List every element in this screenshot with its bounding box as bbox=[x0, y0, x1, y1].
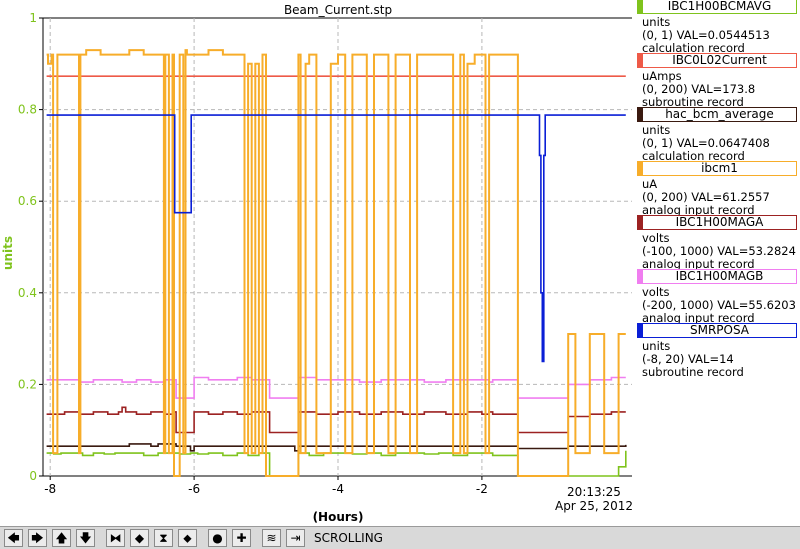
legend-entry-units: uAmps bbox=[642, 69, 682, 83]
legend-entry-record: subroutine record bbox=[642, 365, 744, 379]
x-tick-label: -8 bbox=[44, 482, 56, 496]
zoom-in-y-icon[interactable]: ⧗ bbox=[154, 529, 173, 547]
legend-entry[interactable]: IBC0L02Current uAmps (0, 200) VAL=173.8 sub… bbox=[635, 53, 800, 109]
legend-entry-value: (0, 1) VAL=0.0647408 bbox=[642, 136, 770, 150]
legend-entry-value: (-8, 20) VAL=14 bbox=[642, 352, 734, 366]
x-tick-label: -6 bbox=[188, 482, 200, 496]
legend-entry-name[interactable]: ibcm1 bbox=[637, 161, 797, 176]
legend-entry-record: calculation record bbox=[642, 41, 745, 55]
y-tick-label: 1 bbox=[29, 11, 37, 25]
series-line-hac-bcm-average bbox=[46, 443, 627, 452]
y-tick-label: 0.8 bbox=[18, 103, 37, 117]
legend-entry-units: volts bbox=[642, 285, 670, 299]
time-label: 20:13:25 bbox=[567, 485, 621, 499]
legend-entry-units: units bbox=[642, 123, 671, 137]
series-line-ibcm1 bbox=[46, 49, 626, 477]
y-tick-label: 0.2 bbox=[18, 377, 37, 391]
pan-up-icon[interactable]: 🡅 bbox=[52, 529, 71, 547]
legend-entry[interactable]: SMRPOSA units (-8, 20) VAL=14 subroutine re… bbox=[635, 323, 800, 379]
legend-entry-units: units bbox=[642, 339, 671, 353]
y-tick-label: 0.6 bbox=[18, 194, 37, 208]
legend-entry-units: uA bbox=[642, 177, 658, 191]
y-tick-label: 0 bbox=[29, 469, 37, 483]
zoom-out-x-icon[interactable]: ◆ bbox=[130, 529, 149, 547]
legend-entry-name[interactable]: IBC1H00MAGB bbox=[637, 269, 797, 284]
series-line-smrposa bbox=[46, 114, 626, 363]
legend-entry[interactable]: hac_bcm_average units (0, 1) VAL=0.0647408… bbox=[635, 107, 800, 163]
legend-entry[interactable]: ibcm1 uA (0, 200) VAL=61.2557 analog input … bbox=[635, 161, 800, 217]
scroll-status: SCROLLING bbox=[314, 531, 383, 545]
legend-entry-record: analog input record bbox=[642, 311, 755, 325]
series-line-ibc1h00maga bbox=[46, 406, 626, 434]
y-axis-label: units bbox=[1, 236, 15, 270]
legend-entry-name[interactable]: IBC0L02Current bbox=[637, 53, 797, 68]
zoom-in-x-icon[interactable]: ⧓ bbox=[106, 529, 125, 547]
legend-entry-record: analog input record bbox=[642, 257, 755, 271]
chart: -8 -6 -4 -200.20.40.60.81 Beam_Current.stp … bbox=[1, 3, 632, 524]
toolbar: SCROLLING 🡄 🡆 🡅 🡇 ⧓ ◆ ⧗ ⬥ ● ✚ ≋ ⇥ bbox=[0, 526, 800, 549]
legend-entry-units: volts bbox=[642, 231, 670, 245]
autoscale-icon[interactable]: ≋ bbox=[262, 529, 281, 547]
y-tick-label: 0.4 bbox=[18, 286, 37, 300]
legend-entry[interactable]: IBC1H00BCMAVG units (0, 1) VAL=0.0544513 ca… bbox=[635, 0, 800, 55]
legend-entry-record: subroutine record bbox=[642, 95, 744, 109]
zoom-reset-icon[interactable]: ● bbox=[208, 529, 227, 547]
legend-entry-record: calculation record bbox=[642, 149, 745, 163]
legend-entry-units: units bbox=[642, 15, 671, 29]
chart-title: Beam_Current.stp bbox=[284, 3, 392, 17]
legend-entry-value: (0, 1) VAL=0.0544513 bbox=[642, 28, 770, 42]
legend-entry-value: (0, 200) VAL=173.8 bbox=[642, 82, 756, 96]
legend-entry-record: analog input record bbox=[642, 203, 755, 217]
pan-down-icon[interactable]: 🡇 bbox=[76, 529, 95, 547]
add-pv-icon[interactable]: ✚ bbox=[232, 529, 251, 547]
x-tick-label: -2 bbox=[476, 482, 488, 496]
legend-entry[interactable]: IBC1H00MAGB volts (-200, 1000) VAL=55.6203… bbox=[635, 269, 800, 325]
pan-right-icon[interactable]: 🡆 bbox=[28, 529, 47, 547]
legend-entry-name[interactable]: hac_bcm_average bbox=[637, 107, 797, 122]
zoom-out-y-icon[interactable]: ⬥ bbox=[178, 529, 197, 547]
legend: IBC1H00BCMAVG units (0, 1) VAL=0.0544513 ca… bbox=[635, 0, 800, 530]
x-tick-label: -4 bbox=[332, 482, 344, 496]
scrolling-icon[interactable]: ⇥ bbox=[286, 529, 305, 547]
legend-entry-value: (-200, 1000) VAL=55.6203 bbox=[642, 298, 796, 312]
legend-entry-name[interactable]: IBC1H00BCMAVG bbox=[637, 0, 797, 14]
legend-entry-name[interactable]: SMRPOSA bbox=[637, 323, 797, 338]
x-axis-label: (Hours) bbox=[313, 510, 364, 524]
legend-entry-value: (0, 200) VAL=61.2557 bbox=[642, 190, 770, 204]
date-label: Apr 25, 2012 bbox=[555, 499, 632, 513]
legend-entry[interactable]: IBC1H00MAGA volts (-100, 1000) VAL=53.2824… bbox=[635, 215, 800, 271]
legend-entry-name[interactable]: IBC1H00MAGA bbox=[637, 215, 797, 230]
legend-entry-value: (-100, 1000) VAL=53.2824 bbox=[642, 244, 796, 258]
pan-left-icon[interactable]: 🡄 bbox=[4, 529, 23, 547]
